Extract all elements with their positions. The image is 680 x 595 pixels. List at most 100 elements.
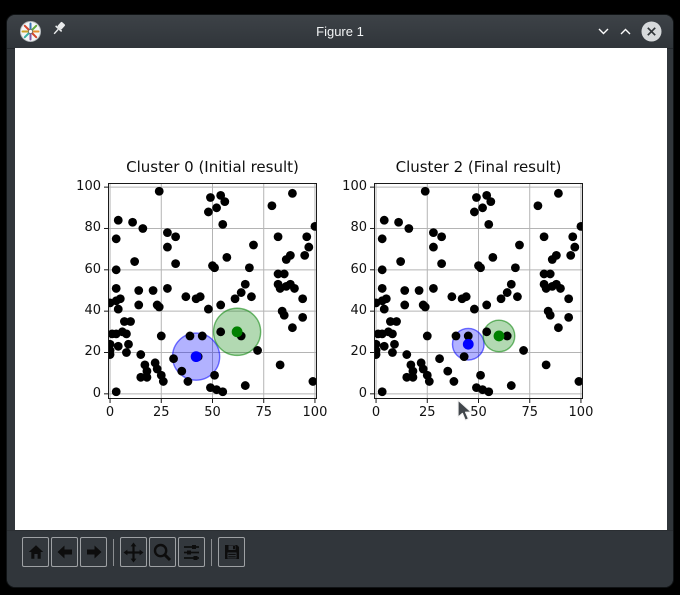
- scatter-point: [437, 232, 447, 242]
- scatter-point: [181, 292, 191, 302]
- scatter-point: [113, 215, 123, 225]
- scatter-point: [470, 304, 479, 314]
- scatter-point: [482, 191, 492, 200]
- home-button[interactable]: [22, 537, 49, 567]
- scatter-point: [108, 350, 115, 359]
- scatter-point: [551, 250, 561, 260]
- scatter-point: [130, 257, 140, 266]
- scatter-point: [482, 327, 492, 337]
- scatter-point: [183, 377, 193, 386]
- scatter-point: [210, 370, 219, 380]
- close-x-circle-icon: [641, 21, 662, 42]
- scatter-point: [285, 250, 295, 260]
- scatter-point: [461, 292, 471, 302]
- scatter-point: [392, 317, 401, 326]
- scatter-point: [273, 269, 283, 279]
- scatter-point: [502, 331, 512, 341]
- scatter-point: [437, 259, 447, 269]
- back-button[interactable]: [51, 537, 78, 567]
- close-button[interactable]: [641, 21, 662, 42]
- scatter-point: [216, 300, 226, 310]
- scatter-point: [111, 387, 121, 397]
- centroid-marker: [190, 351, 202, 363]
- scatter-point: [308, 377, 317, 386]
- scatter-point: [288, 188, 297, 198]
- scatter-point: [476, 370, 485, 380]
- scatter-point: [570, 242, 580, 252]
- scatter-point: [564, 312, 574, 322]
- minimize-button[interactable]: [597, 25, 610, 38]
- scatter-point: [134, 300, 144, 310]
- scatter-point: [138, 224, 148, 233]
- scatter-point: [111, 265, 121, 275]
- scatter-point: [304, 242, 314, 252]
- pan-button[interactable]: [120, 537, 147, 567]
- scatter-point: [154, 302, 164, 312]
- scatter-point: [281, 281, 291, 291]
- scatter-point: [377, 265, 387, 275]
- y-tick-label: 0: [358, 385, 367, 401]
- scatter-point: [122, 329, 131, 339]
- scatter-point: [449, 377, 459, 386]
- scatter-point: [506, 381, 516, 390]
- scatter-point: [171, 259, 181, 269]
- scatter-point: [472, 193, 481, 202]
- scatter-point: [568, 232, 578, 242]
- scatter-point: [171, 232, 181, 242]
- scatter-point: [220, 197, 230, 207]
- scatter-point: [247, 292, 256, 302]
- left-subplot-axes[interactable]: 0 25 50 75 100 0 20 40 60 80 100: [76, 179, 327, 420]
- pushpin-icon[interactable]: [52, 21, 67, 42]
- scatter-point: [377, 284, 387, 293]
- scatter-point: [519, 346, 528, 355]
- scatter-point: [566, 250, 576, 260]
- scatter-point: [163, 228, 172, 238]
- titlebar[interactable]: Figure 1: [7, 15, 673, 49]
- y-tick-label: 40: [350, 303, 367, 319]
- scatter-point: [302, 232, 312, 242]
- y-tick-label: 80: [84, 220, 101, 236]
- scatter-point: [216, 327, 226, 337]
- maximize-button[interactable]: [619, 25, 632, 38]
- scatter-point: [185, 331, 195, 341]
- scatter-point: [230, 294, 240, 304]
- scatter-point: [152, 364, 162, 374]
- configure-subplots-button[interactable]: [178, 537, 205, 567]
- scatter-point: [119, 317, 129, 326]
- scatter-point: [418, 364, 428, 374]
- scatter-point: [126, 317, 135, 326]
- scatter-point: [136, 350, 146, 359]
- y-tick-label: 0: [92, 385, 101, 401]
- scatter-point: [482, 300, 492, 310]
- scatter-point: [486, 197, 496, 207]
- scatter-point: [429, 242, 438, 252]
- forward-button[interactable]: [80, 537, 107, 567]
- left-subplot-title: Cluster 0 (Initial result): [126, 158, 299, 176]
- scatter-point: [408, 366, 418, 376]
- scatter-point: [288, 323, 297, 333]
- scatter-point: [545, 269, 555, 279]
- magnifier-icon: [153, 543, 172, 561]
- scatter-point: [111, 234, 121, 244]
- arrow-left-icon: [57, 545, 72, 559]
- zoom-rect-button[interactable]: [149, 537, 176, 567]
- x-tick-label: 0: [105, 405, 115, 420]
- scatter-point: [273, 232, 283, 242]
- scatter-point: [564, 294, 574, 304]
- scatter-point: [443, 366, 453, 376]
- scatter-point: [216, 191, 226, 200]
- scatter-point: [554, 323, 563, 333]
- scatter-point: [463, 331, 473, 341]
- save-button[interactable]: [218, 537, 245, 567]
- scatter-point: [177, 366, 187, 376]
- scatter-point: [136, 372, 146, 382]
- scatter-point: [377, 387, 387, 397]
- scatter-point: [404, 224, 414, 233]
- x-tick-label: 25: [418, 405, 436, 420]
- scatter-point: [124, 339, 133, 349]
- scatter-point: [388, 329, 397, 339]
- scatter-point: [545, 310, 555, 320]
- scatter-point: [156, 331, 166, 341]
- right-subplot-axes[interactable]: 0 25 50 75 100 0 20 40 60 80 100: [342, 179, 593, 420]
- scatter-point: [400, 300, 410, 310]
